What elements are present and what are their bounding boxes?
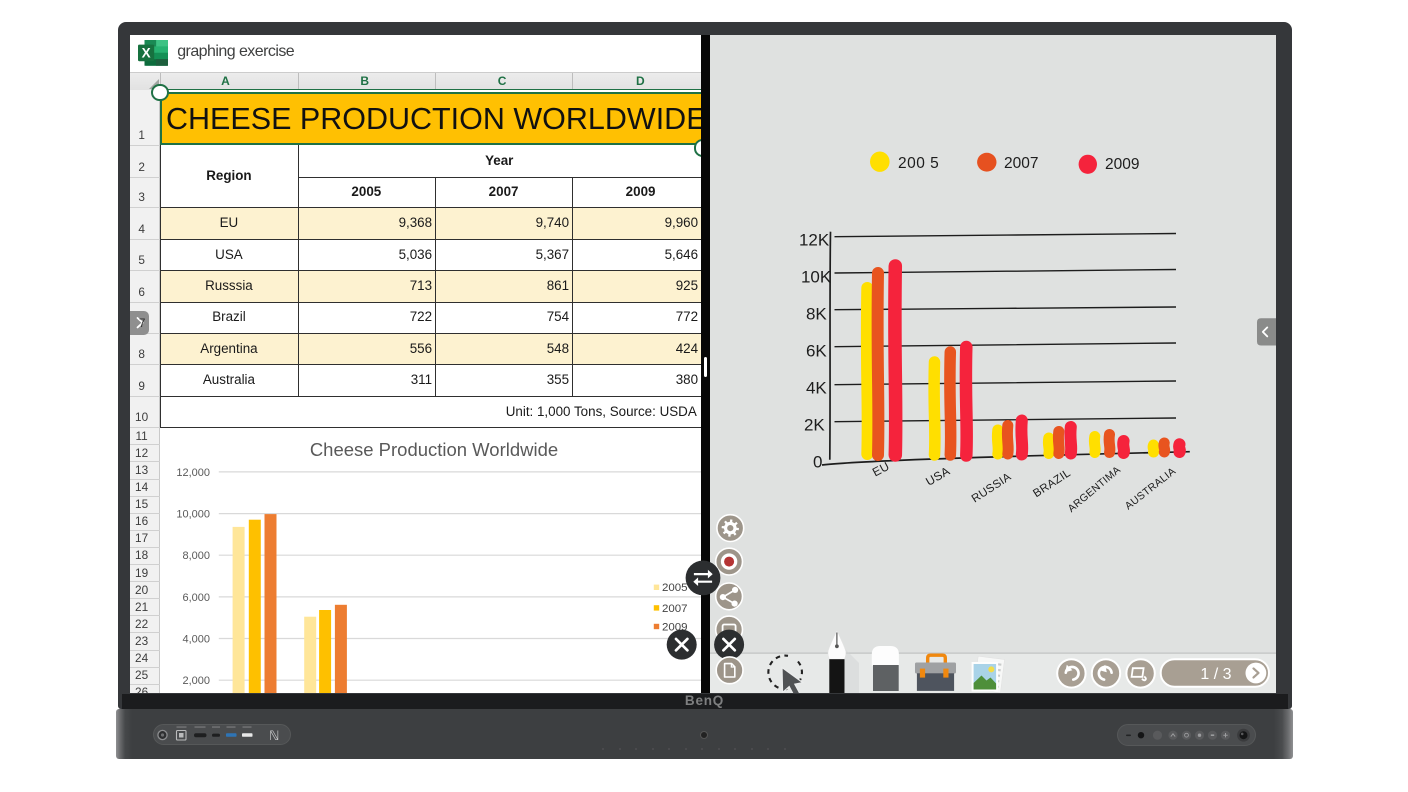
svg-text:2K: 2K bbox=[804, 416, 825, 435]
svg-text:6K: 6K bbox=[806, 342, 827, 361]
svg-text:2007: 2007 bbox=[662, 603, 688, 615]
svg-text:2009: 2009 bbox=[1105, 156, 1139, 173]
svg-text:2,000: 2,000 bbox=[182, 675, 210, 687]
svg-text:12K: 12K bbox=[799, 231, 830, 250]
svg-text:8,000: 8,000 bbox=[182, 550, 210, 562]
svg-text:ℕ: ℕ bbox=[269, 728, 279, 743]
svg-text:6,000: 6,000 bbox=[182, 592, 210, 604]
svg-text:4K: 4K bbox=[806, 379, 827, 398]
svg-text:2005: 2005 bbox=[662, 582, 688, 594]
svg-text:8K: 8K bbox=[806, 305, 827, 324]
svg-text:12,000: 12,000 bbox=[176, 467, 210, 479]
svg-text:10,000: 10,000 bbox=[176, 509, 210, 521]
svg-text:1 / 3: 1 / 3 bbox=[1200, 666, 1231, 683]
svg-text:2007: 2007 bbox=[1004, 155, 1038, 172]
svg-text:0: 0 bbox=[813, 453, 822, 472]
svg-text:X: X bbox=[142, 46, 151, 61]
svg-text:Cheese Production Worldwide: Cheese Production Worldwide bbox=[310, 439, 558, 460]
svg-text:200 5: 200 5 bbox=[898, 155, 939, 172]
svg-text:10K: 10K bbox=[801, 268, 832, 287]
svg-text:4,000: 4,000 bbox=[182, 634, 210, 646]
